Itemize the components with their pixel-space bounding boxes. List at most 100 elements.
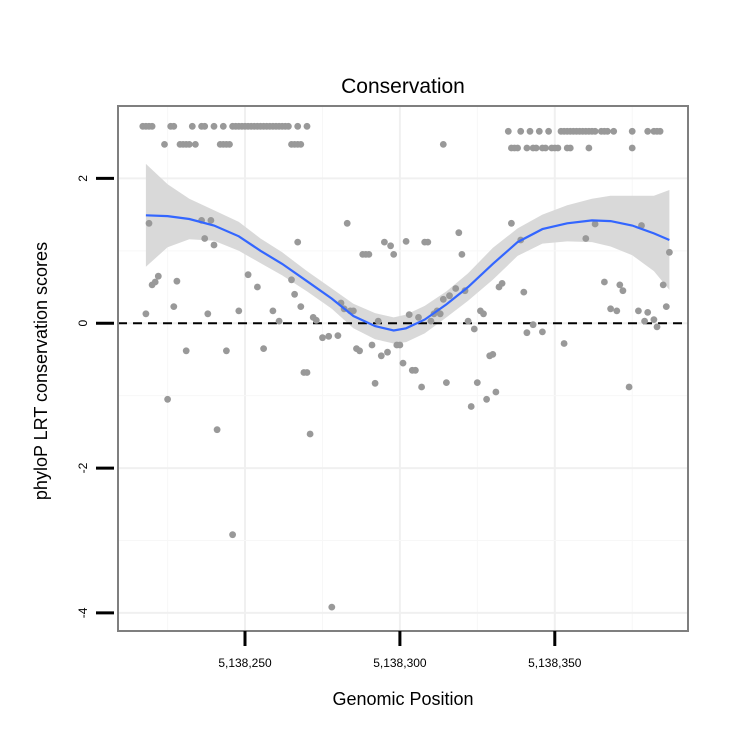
data-point: [387, 242, 394, 250]
data-point: [154, 272, 162, 280]
chart-title: Conservation: [341, 75, 465, 98]
data-point: [390, 251, 398, 258]
data-point: [656, 127, 664, 135]
confidence-ribbon-layer: [145, 163, 670, 344]
data-point: [585, 144, 593, 152]
data-point: [635, 307, 642, 315]
data-point: [291, 290, 298, 298]
data-point: [443, 379, 450, 386]
data-point: [653, 323, 661, 331]
data-point: [446, 292, 453, 300]
smooth-line: [145, 214, 670, 332]
data-point: [535, 127, 543, 135]
x-axis-title: Genomic Position: [332, 689, 473, 709]
data-point: [526, 127, 534, 135]
y-tick-label: 0: [76, 320, 90, 327]
x-tick-label: 5,138,300: [373, 656, 427, 670]
data-point: [405, 311, 413, 318]
data-point: [470, 325, 478, 333]
data-point: [170, 303, 178, 310]
data-point: [666, 248, 673, 256]
data-point: [514, 144, 521, 152]
data-point: [275, 317, 283, 325]
y-tick-label: -4: [76, 607, 90, 618]
data-point: [223, 347, 230, 355]
data-point: [545, 127, 552, 135]
data-point: [350, 307, 357, 315]
data-point: [508, 219, 515, 227]
data-point: [566, 144, 574, 152]
data-point: [504, 127, 512, 135]
data-point: [384, 348, 391, 356]
smooth-line-layer: [145, 214, 670, 332]
data-point: [381, 238, 388, 246]
data-point: [204, 310, 212, 318]
data-point: [170, 122, 178, 130]
data-point: [229, 531, 237, 539]
data-point: [201, 122, 209, 130]
data-point: [610, 127, 618, 135]
data-point: [145, 219, 153, 227]
data-point: [371, 379, 379, 387]
data-point: [294, 122, 302, 130]
data-point: [188, 122, 196, 130]
x-tick-label: 5,138,350: [528, 656, 582, 670]
data-point: [542, 144, 549, 152]
data-point: [192, 141, 199, 148]
data-point: [492, 388, 500, 396]
data-point: [483, 395, 490, 403]
data-point: [427, 317, 435, 325]
data-point: [641, 317, 648, 325]
data-point: [604, 127, 611, 135]
data-point: [560, 340, 568, 347]
data-point: [226, 141, 233, 148]
data-point: [210, 241, 218, 249]
data-point: [319, 334, 326, 342]
data-point: [467, 403, 475, 410]
data-point: [464, 317, 472, 325]
data-point: [269, 307, 277, 315]
data-point: [288, 276, 295, 284]
data-point: [523, 144, 531, 152]
data-point: [207, 217, 215, 224]
data-point: [523, 329, 531, 337]
data-point: [254, 283, 261, 291]
data-point: [185, 141, 193, 148]
data-point: [173, 277, 181, 285]
data-point: [260, 345, 267, 352]
data-point: [164, 395, 172, 403]
data-point: [151, 278, 159, 286]
data-point: [436, 310, 444, 318]
data-point: [455, 229, 463, 237]
data-point: [644, 127, 652, 135]
y-tick-label: -2: [76, 462, 90, 473]
data-point: [520, 288, 528, 296]
data-point: [529, 321, 537, 329]
data-point: [613, 307, 621, 315]
data-point: [374, 317, 382, 325]
axes: 5,138,250 5,138,300 5,138,350 -4 -2 0 2: [76, 175, 582, 670]
data-point: [498, 280, 506, 287]
y-axis-title: phyloP LRT conservation scores: [31, 242, 51, 500]
data-point: [402, 238, 410, 245]
data-point: [365, 251, 373, 258]
data-point: [662, 303, 670, 310]
data-point: [650, 316, 658, 323]
data-point: [396, 341, 404, 349]
data-point: [489, 351, 497, 358]
data-point: [297, 303, 305, 310]
data-point: [356, 347, 363, 355]
data-point: [244, 271, 252, 279]
data-point: [473, 379, 481, 386]
data-point: [659, 281, 667, 289]
data-point: [418, 383, 425, 391]
data-point: [325, 332, 333, 340]
data-point: [554, 144, 562, 152]
y-tick-label: 2: [76, 175, 90, 182]
data-point: [343, 219, 351, 227]
data-point: [213, 426, 221, 434]
data-point: [415, 314, 422, 321]
x-tick-label: 5,138,250: [218, 656, 272, 670]
panel-background: [118, 106, 688, 631]
